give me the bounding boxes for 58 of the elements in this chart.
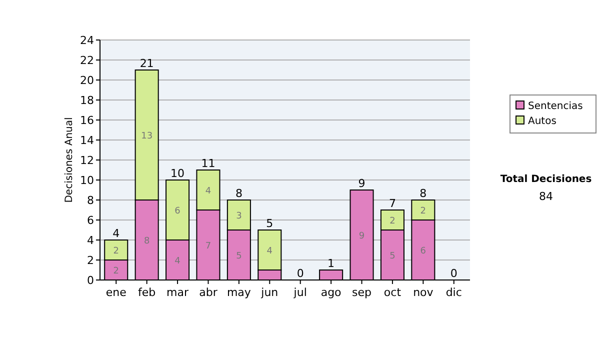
total-label: 0 — [450, 267, 458, 280]
y-tick-label: 12 — [80, 154, 94, 167]
x-tick-label: dic — [446, 286, 462, 299]
total-label: 4 — [112, 227, 120, 240]
total-label: 21 — [140, 57, 154, 70]
x-tick-label: sep — [352, 286, 372, 299]
y-tick-label: 10 — [80, 174, 94, 187]
y-tick-label: 24 — [80, 34, 94, 47]
x-tick-label: oct — [384, 286, 402, 299]
y-tick-label: 16 — [80, 114, 94, 127]
y-tick-label: 14 — [80, 134, 94, 147]
data-label: 7 — [205, 242, 212, 252]
y-tick-label: 4 — [87, 234, 94, 247]
x-tick-label: ene — [106, 286, 127, 299]
total-label: 0 — [296, 267, 304, 280]
x-tick-label: abr — [199, 286, 218, 299]
data-label: 6 — [174, 206, 181, 216]
data-label: 4 — [174, 256, 181, 266]
total-label: 1 — [328, 257, 335, 270]
x-tick-label: feb — [138, 286, 156, 299]
total-label: 9 — [358, 177, 366, 190]
total-label: 11 — [201, 157, 216, 170]
data-label: 4 — [266, 246, 273, 256]
y-axis-title: Decisiones Anual — [64, 117, 75, 203]
legend-label: Sentencias — [528, 101, 583, 112]
data-label: 6 — [420, 246, 426, 256]
total-label: 10 — [170, 167, 185, 180]
data-label: 2 — [390, 216, 396, 226]
data-label: 2 — [113, 266, 119, 276]
total-label: 8 — [420, 187, 427, 200]
total-label: 8 — [235, 187, 242, 200]
y-tick-label: 6 — [87, 214, 94, 227]
total-label: 5 — [266, 217, 274, 230]
data-label: 2 — [420, 206, 426, 216]
x-tick-label: may — [226, 286, 252, 299]
data-label: 5 — [236, 252, 242, 262]
data-label: 3 — [236, 212, 242, 222]
data-label: 13 — [141, 132, 153, 142]
y-tick-label: 20 — [80, 74, 94, 87]
data-label: 5 — [390, 252, 396, 262]
data-label: 9 — [358, 232, 365, 242]
text: Total Decisiones — [500, 174, 592, 185]
total-label: 7 — [388, 197, 396, 210]
x-tick-label: ago — [320, 286, 342, 299]
legend-label: Autos — [528, 116, 556, 127]
y-tick-label: 22 — [80, 54, 94, 67]
y-tick-label: 2 — [87, 254, 94, 267]
y-tick-label: 0 — [87, 274, 94, 287]
data-label: 4 — [205, 186, 212, 196]
y-tick-label: 18 — [80, 94, 94, 107]
data-label: 8 — [144, 236, 150, 246]
text: 84 — [539, 190, 553, 203]
x-tick-label: jul — [292, 286, 307, 299]
x-tick-label: nov — [413, 286, 434, 299]
x-tick-label: mar — [166, 286, 189, 299]
data-label: 2 — [113, 246, 119, 256]
y-tick-label: 8 — [87, 194, 94, 207]
x-tick-label: jun — [260, 286, 278, 299]
